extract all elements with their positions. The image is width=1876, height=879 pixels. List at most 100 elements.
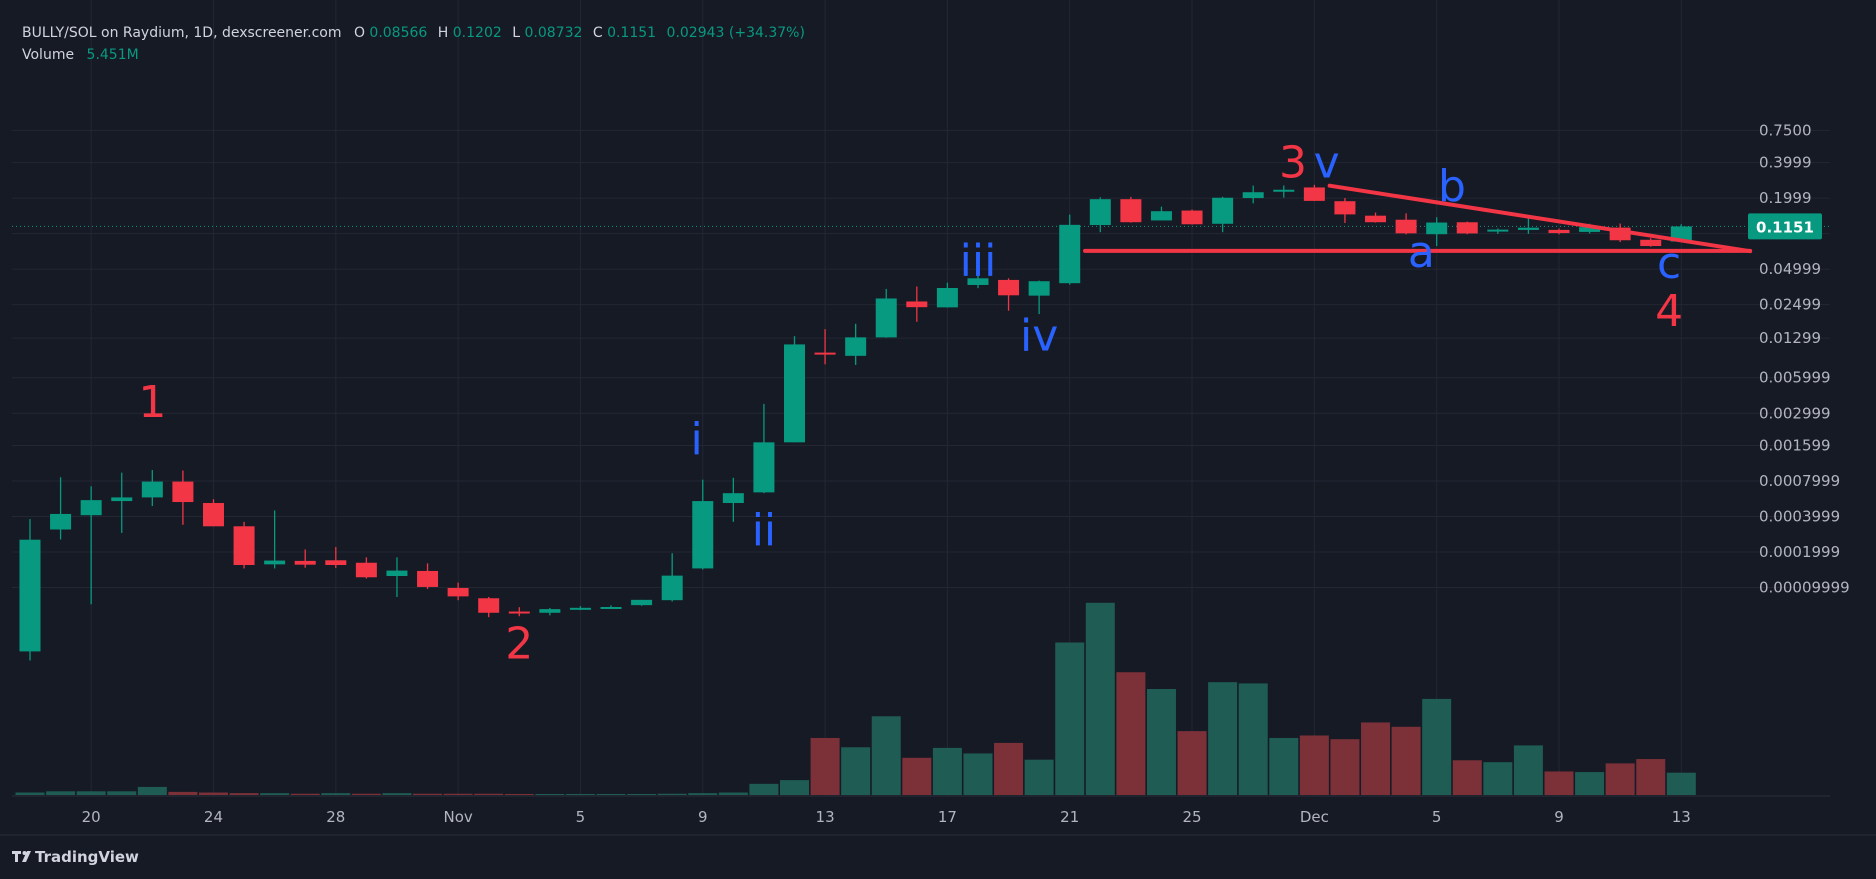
volume-bar	[657, 793, 687, 795]
wave-label: 1	[138, 377, 166, 428]
candle	[19, 519, 41, 661]
candle-body	[508, 611, 530, 614]
candle	[478, 596, 500, 618]
candle	[1273, 185, 1295, 198]
volume-bar	[504, 794, 534, 795]
candle-body	[1028, 281, 1050, 296]
volume-bar	[1452, 760, 1482, 795]
volume-bar	[1636, 759, 1666, 795]
candle-body	[1150, 211, 1172, 221]
volume-bar	[107, 791, 137, 795]
candle-body	[1640, 239, 1662, 247]
volume-bar	[1024, 759, 1054, 795]
candle	[722, 477, 744, 522]
legend-volume-label: Volume	[22, 47, 74, 63]
price-tag: 0.1151	[1748, 213, 1822, 240]
candle-body	[814, 352, 836, 355]
candle-body	[1548, 229, 1570, 234]
candle	[508, 607, 530, 617]
candle-body	[264, 560, 286, 565]
volume-bar	[688, 793, 718, 795]
legend-low-value: 0.08732	[524, 25, 582, 41]
candle	[1456, 221, 1478, 235]
volume-bar	[443, 793, 473, 795]
price-tag-background	[1748, 213, 1822, 240]
candle-body	[1059, 224, 1081, 284]
y-tick-label: 0.1999	[1759, 189, 1812, 207]
volume-bar	[1146, 688, 1176, 795]
volume-bars	[15, 602, 1696, 795]
candle	[1395, 213, 1417, 235]
candle-body	[1426, 222, 1448, 235]
candle-body	[1089, 199, 1111, 226]
candle	[1089, 197, 1111, 233]
candle	[1548, 228, 1570, 235]
volume-bar	[1330, 739, 1360, 795]
volume-bar	[1085, 602, 1115, 795]
volume-bar	[871, 716, 901, 795]
candle-body	[1273, 189, 1295, 192]
candle-body	[233, 526, 255, 566]
candle-body	[569, 607, 591, 610]
candle	[906, 286, 928, 322]
candle	[355, 557, 377, 579]
volume-bar	[1483, 762, 1513, 795]
candle-body	[845, 337, 867, 356]
candle	[1334, 198, 1356, 223]
wave-label: a	[1408, 227, 1435, 278]
candle	[661, 553, 683, 602]
candle	[294, 549, 316, 568]
volume-bar	[1269, 737, 1299, 795]
candle-body	[998, 279, 1020, 296]
x-tick-label: Nov	[443, 808, 472, 826]
volume-bar	[1055, 642, 1085, 795]
wave-label: ii	[752, 505, 776, 556]
volume-bar	[535, 794, 565, 795]
candle-body	[1456, 222, 1478, 234]
candle-body	[1579, 227, 1601, 232]
candle	[936, 282, 958, 308]
candle	[233, 521, 255, 569]
candle	[875, 288, 897, 338]
legend-change: 0.02943 (+34.37%)	[667, 25, 805, 41]
volume-bar	[260, 793, 290, 795]
volume-bar	[168, 791, 198, 795]
volume-bar	[1575, 772, 1605, 795]
y-tick-label: 0.0007999	[1759, 472, 1840, 490]
volume-bar	[229, 793, 259, 795]
y-tick-label: 0.02499	[1759, 296, 1821, 314]
candle	[569, 606, 591, 611]
legend-ohlc-row: BULLY/SOL on Raydium, 1D, dexscreener.co…	[22, 25, 805, 41]
trendlines[interactable]	[1083, 183, 1753, 254]
candle	[1365, 212, 1387, 223]
legend-high-value: 0.1202	[453, 25, 502, 41]
candle	[50, 477, 72, 540]
candle-body	[1334, 201, 1356, 215]
x-tick-label: 24	[204, 808, 223, 826]
legend-close-label: C	[593, 25, 603, 41]
candle-body	[1365, 215, 1387, 223]
price-tag-value: 0.1151	[1756, 218, 1814, 236]
candle	[202, 499, 224, 527]
candle	[80, 486, 102, 605]
volume-bar	[1513, 745, 1543, 795]
x-tick-label: 20	[82, 808, 101, 826]
volume-bar	[1361, 722, 1391, 795]
candle	[172, 470, 194, 525]
candle	[1426, 217, 1448, 247]
candle-body	[1120, 199, 1142, 223]
candle-body	[447, 587, 469, 597]
y-tick-label: 0.0003999	[1759, 507, 1840, 525]
trendline[interactable]	[1327, 183, 1753, 254]
volume-bar	[596, 794, 626, 795]
candle-body	[692, 501, 714, 569]
candle	[141, 470, 163, 507]
legend-close-value: 0.1151	[607, 25, 656, 41]
volume-bar	[902, 757, 932, 795]
time-axis[interactable]: 20 24 28 Nov 5 9 13 17 21 25 Dec 5 9 13	[82, 808, 1691, 826]
volume-bar	[749, 783, 779, 795]
candle	[539, 607, 561, 616]
tradingview-logo[interactable]: TradingView	[12, 848, 139, 866]
